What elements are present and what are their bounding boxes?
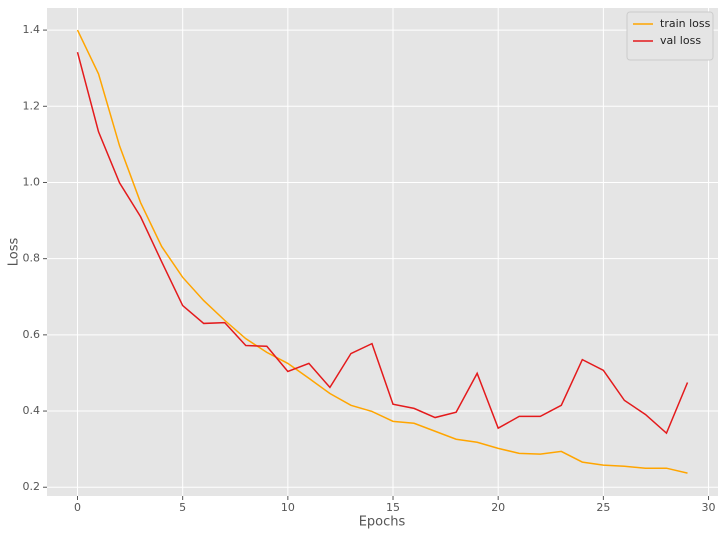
series-line: [76, 29, 688, 474]
y-tick-label: 1.0: [23, 175, 41, 188]
ticks: 0.2 0.4 0.6 0.8 1.0 1.2 1.4 0 5 10 15 20 25 30: [23, 23, 716, 514]
x-tick-label: 5: [179, 501, 186, 514]
legend-label: train loss: [660, 17, 711, 30]
x-tick-label: 20: [491, 501, 505, 514]
y-tick-label: 0.4: [23, 404, 41, 417]
y-tick-label: 0.8: [23, 252, 41, 265]
y-tick-label: 0.6: [23, 328, 41, 341]
y-axis-label: Loss: [7, 238, 22, 267]
lines: [76, 29, 689, 474]
x-tick-label: 15: [386, 501, 400, 514]
legend-label: val loss: [660, 34, 701, 47]
y-tick-label: 0.2: [23, 480, 41, 493]
x-tick-label: 10: [281, 501, 295, 514]
y-tick-label: 1.2: [23, 99, 41, 112]
legend: train loss val loss: [626, 11, 714, 61]
x-tick-label: 0: [74, 501, 81, 514]
grid: [47, 8, 718, 496]
x-tick-label: 30: [702, 501, 716, 514]
x-axis-label: Epochs: [359, 515, 406, 530]
y-tick-label: 1.4: [23, 23, 41, 36]
plot-area: [47, 8, 718, 496]
x-tick-label: 25: [596, 501, 610, 514]
series-line: [76, 51, 689, 435]
